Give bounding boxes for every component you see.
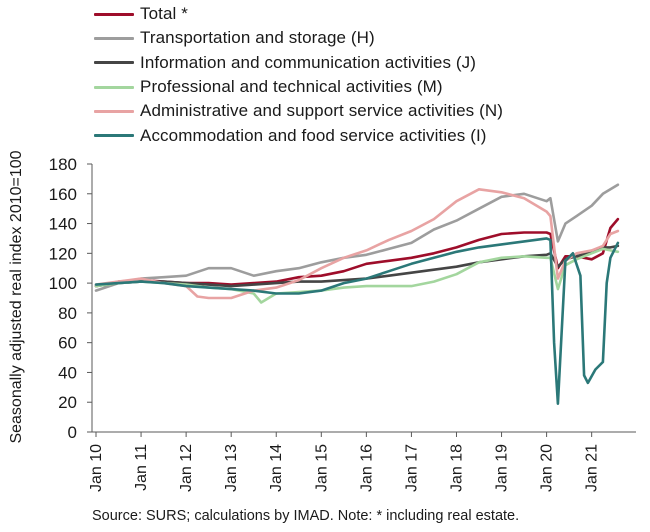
- x-tick-label: Jan 17: [403, 444, 420, 492]
- y-tick-label: 80: [58, 304, 77, 323]
- legend-label-administrative: Administrative and support service activ…: [140, 101, 503, 121]
- series-line: [94, 183, 620, 292]
- legend-label-professional: Professional and technical activities (M…: [140, 77, 443, 97]
- x-tick-label: Jan 20: [539, 444, 556, 492]
- x-tick-label: Jan 16: [358, 444, 375, 492]
- y-tick-label: 120: [49, 244, 77, 263]
- legend-label-information: Information and communication activities…: [140, 52, 477, 72]
- x-tick-label: Jan 11: [133, 444, 150, 491]
- y-tick-label: 0: [68, 423, 77, 442]
- legend-label-transportation: Transportation and storage (H): [140, 28, 375, 48]
- legend-label-accommodation: Accommodation and food service activitie…: [140, 125, 487, 145]
- y-axis-title-group: Seasonally adjusted real index 2010=100: [8, 150, 25, 443]
- x-tick-label: Jan 12: [178, 444, 195, 492]
- legend-item-accommodation: Accommodation and food service activitie…: [94, 123, 503, 147]
- x-tick-label: Jan 14: [268, 444, 285, 492]
- y-axis-title: Seasonally adjusted real index 2010=100: [8, 150, 25, 443]
- legend-item-total: Total *: [94, 2, 503, 26]
- legend-swatch-accommodation: [94, 134, 134, 138]
- y-ticks: 0 20 40 60 80 100 120 140 160 180: [49, 155, 92, 442]
- y-tick-label: 160: [49, 185, 77, 204]
- legend-item-administrative: Administrative and support service activ…: [94, 99, 503, 123]
- series-line: [94, 237, 620, 406]
- legend-swatch-transportation: [94, 36, 134, 40]
- x-ticks: Jan 10 Jan 11 Jan 12 Jan 13 Jan 14 Jan 15 Jan …: [88, 432, 601, 492]
- y-tick-label: 180: [49, 155, 77, 174]
- x-tick-label: Jan 18: [448, 444, 465, 492]
- legend-item-professional: Professional and technical activities (M…: [94, 75, 503, 99]
- x-tick-label: Jan 13: [223, 444, 240, 492]
- legend-item-information: Information and communication activities…: [94, 51, 503, 75]
- legend-label-total: Total *: [140, 4, 188, 24]
- x-tick-label: Jan 21: [584, 444, 601, 492]
- y-tick-label: 60: [58, 334, 77, 353]
- legend-swatch-total: [94, 12, 134, 16]
- y-tick-label: 20: [58, 393, 77, 412]
- legend-swatch-professional: [94, 85, 134, 89]
- legend-item-transportation: Transportation and storage (H): [94, 26, 503, 50]
- source-note: Source: SURS; calculations by IMAD. Note…: [92, 508, 520, 524]
- y-tick-label: 140: [49, 215, 77, 234]
- legend: Total * Transportation and storage (H) I…: [94, 2, 503, 148]
- x-tick-label: Jan 19: [494, 444, 511, 492]
- legend-swatch-administrative: [94, 109, 134, 113]
- legend-swatch-information: [94, 61, 134, 65]
- x-tick-label: Jan 15: [313, 444, 330, 492]
- y-tick-label: 40: [58, 363, 77, 382]
- series-lines: [94, 183, 620, 406]
- x-tick-label: Jan 10: [88, 444, 105, 492]
- y-tick-label: 100: [49, 274, 77, 293]
